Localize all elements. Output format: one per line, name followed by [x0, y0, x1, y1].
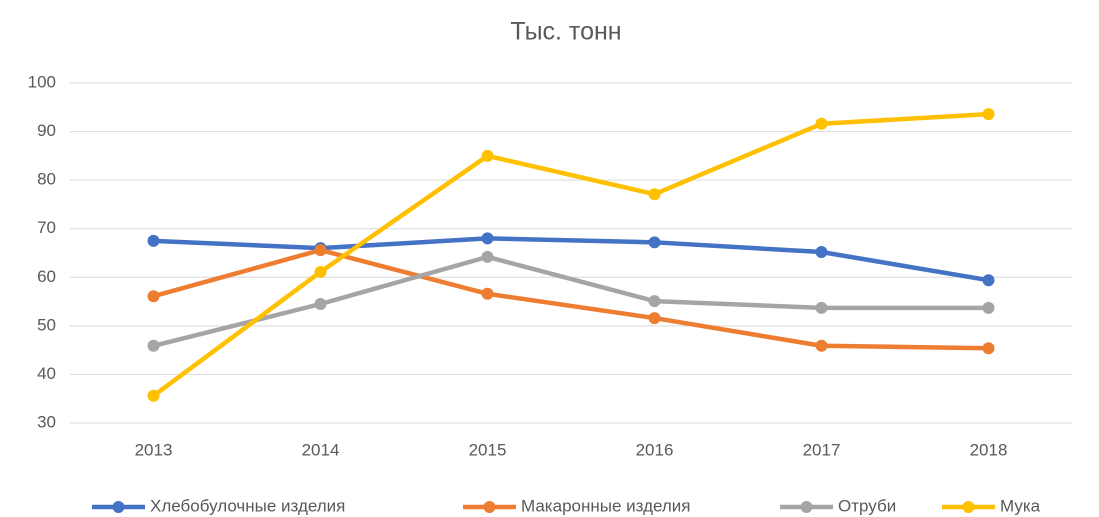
- data-point: [648, 236, 661, 249]
- data-point: [481, 232, 494, 245]
- series-line: [152, 111, 989, 398]
- data-point: [982, 301, 995, 314]
- x-tick-label: 2016: [636, 440, 674, 459]
- legend-marker: [800, 501, 813, 513]
- data-point: [314, 244, 327, 257]
- series-line: [152, 254, 989, 348]
- data-point: [481, 149, 494, 162]
- x-tick-label: 2013: [135, 440, 173, 459]
- x-tick-label: 2015: [469, 440, 507, 459]
- data-point: [481, 250, 494, 263]
- x-tick-label: 2018: [970, 440, 1008, 459]
- data-point: [815, 339, 828, 352]
- data-point: [648, 188, 661, 201]
- data-point: [314, 265, 327, 278]
- data-point: [982, 274, 995, 287]
- data-point: [481, 287, 494, 300]
- y-tick-label: 100: [28, 72, 56, 91]
- legend-marker: [483, 501, 496, 513]
- data-point: [815, 246, 828, 259]
- series-line: [153, 236, 989, 283]
- y-tick-label: 30: [37, 412, 56, 431]
- chart-title: Тыс. тонн: [510, 18, 621, 46]
- data-point: [648, 295, 661, 308]
- x-tick-label: 2017: [803, 440, 841, 459]
- y-tick-label: 50: [37, 315, 56, 334]
- data-point: [982, 342, 995, 355]
- data-point: [147, 389, 160, 402]
- y-tick-label: 90: [37, 121, 56, 140]
- y-tick-label: 80: [37, 170, 56, 189]
- legend-label: Макаронные изделия: [521, 496, 691, 515]
- y-tick-label: 70: [37, 218, 56, 237]
- legend-marker: [112, 501, 125, 513]
- data-point: [147, 234, 160, 247]
- legend-label: Отруби: [838, 496, 896, 515]
- data-point: [815, 301, 828, 314]
- data-point: [982, 108, 995, 121]
- data-point: [147, 290, 160, 303]
- x-tick-label: 2014: [302, 440, 340, 459]
- y-tick-label: 40: [37, 364, 56, 383]
- y-tick-label: 60: [37, 267, 56, 286]
- series-line: [152, 247, 989, 351]
- data-point: [648, 312, 661, 325]
- legend-marker: [962, 501, 975, 513]
- data-point: [815, 117, 828, 130]
- legend-label: Мука: [1000, 496, 1041, 515]
- legend-label: Хлебобулочные изделия: [150, 496, 345, 515]
- data-point: [147, 339, 160, 352]
- data-point: [314, 298, 327, 310]
